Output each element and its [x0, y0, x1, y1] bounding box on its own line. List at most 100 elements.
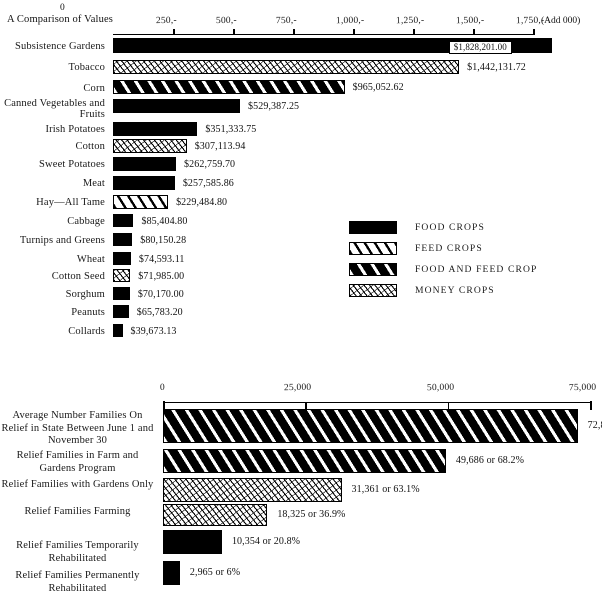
bottom-axis-tick-label: 0 [159, 382, 166, 394]
top-bar [113, 305, 129, 318]
top-axis-tick-label: 1,500,- [455, 15, 485, 27]
top-bar-value-label: $257,585.86 [182, 178, 234, 189]
top-axis-tick [353, 29, 355, 35]
top-bar-value-label: $85,404.80 [141, 215, 188, 227]
bottom-category-label: Relief Families Temporarily Rehabilitate… [16, 540, 139, 564]
top-axis-tick [413, 29, 415, 35]
top-bar [113, 139, 187, 153]
bottom-bar [163, 478, 342, 502]
top-bar-value-label: $351,333.75 [205, 124, 257, 135]
legend-swatch [349, 284, 397, 297]
top-category-label: Wheat [76, 254, 105, 265]
top-bar [113, 195, 169, 209]
bottom-category-label: Relief Families Permanently Rehabilitate… [15, 570, 140, 594]
top-category-label: Irish Potatoes [45, 124, 105, 135]
top-category-label: Cotton [75, 141, 105, 152]
top-bar-value-label: $307,113.94 [194, 141, 246, 152]
bottom-axis-tick [590, 401, 592, 410]
top-category-label: Meat [82, 178, 105, 189]
top-axis-tick [293, 29, 295, 35]
bottom-bar [163, 530, 222, 554]
top-category-label: Corn [83, 83, 105, 94]
top-axis-tick [473, 29, 475, 35]
bottom-axis-tick [305, 402, 307, 409]
top-bar-value-label: $80,150.28 [140, 234, 187, 246]
bottom-category-label: Relief Families with Gardens Only [1, 479, 154, 490]
top-bar [113, 99, 241, 113]
top-bar [113, 80, 345, 94]
top-bar [113, 269, 131, 282]
top-category-label: Turnips and Greens [19, 235, 105, 246]
top-category-label: Hay—All Tame [36, 197, 105, 208]
bottom-bar [163, 561, 180, 585]
top-category-label: Cotton Seed [51, 271, 105, 282]
bottom-bar-value-label: 72,832 [587, 420, 602, 431]
bottom-category-label: Relief Families in Farm and Gardens Prog… [16, 450, 139, 474]
legend-swatch [349, 263, 397, 276]
bottom-bar [163, 449, 446, 473]
top-axis-tick [233, 29, 235, 35]
top-bar-value-label: $1,442,131.72 [467, 62, 526, 73]
bottom-bar-value-label: 31,361 or 63.1% [351, 484, 420, 495]
top-bar [113, 252, 131, 265]
top-bar-value-label: $1,828,201.00 [448, 41, 512, 54]
top-category-label: Sweet Potatoes [39, 159, 105, 170]
top-axis-tick-label: 1,750,- [515, 15, 545, 27]
top-axis-tick-label: 500,- [215, 15, 237, 27]
top-bar [113, 60, 460, 74]
bottom-axis-line [163, 401, 592, 410]
bottom-bar-value-label: 2,965 or 6% [189, 567, 241, 578]
top-bar [113, 324, 123, 337]
top-bar [113, 287, 130, 300]
bottom-bar [163, 409, 578, 443]
top-bar-value-label: $74,593.11 [138, 253, 185, 265]
top-bar-value-label: $965,052.62 [352, 82, 404, 93]
top-axis-tick [173, 29, 175, 35]
bottom-bar [163, 504, 268, 526]
top-category-label: Subsistence Gardens [14, 41, 105, 52]
bottom-bar-value-label: 10,354 or 20.8% [231, 536, 301, 547]
legend-label: FOOD CROPS [415, 222, 485, 233]
top-category-label: Tobacco [68, 62, 105, 73]
top-axis-unit-note: (Add 000) [541, 16, 581, 26]
top-bar-value-label: $529,387.25 [248, 101, 300, 112]
top-bar [113, 233, 133, 246]
top-axis-tick-label: 1,250,- [395, 15, 425, 27]
top-chart-title: A Comparison of Values [6, 14, 114, 25]
legend-label: FEED CROPS [415, 243, 483, 254]
top-category-label: Peanuts [71, 307, 105, 318]
bottom-bar-value-label: 49,686 or 68.2% [455, 455, 525, 466]
bottom-category-label: Relief Families Farming [24, 506, 131, 517]
top-category-label: Collards [68, 326, 105, 337]
top-category-label: Sorghum [65, 289, 105, 300]
top-axis-tick-label: 1,000,- [335, 15, 365, 27]
top-axis-tick-label: 250,- [155, 15, 177, 27]
top-bar-value-label: $39,673.13 [130, 325, 177, 337]
top-axis-tick-label: 750,- [275, 15, 297, 27]
bottom-axis-tick [163, 401, 165, 410]
top-bar-value-label: $229,484.80 [176, 197, 228, 208]
top-category-label: Canned Vegetables and Fruits [4, 98, 105, 120]
bottom-bar-value-label: 18,325 or 36.9% [277, 509, 346, 520]
top-axis-zero-label: 0 [60, 3, 65, 13]
bottom-axis-tick-label: 50,000 [426, 382, 455, 394]
legend-label: MONEY CROPS [415, 285, 495, 296]
top-bar [113, 38, 552, 53]
top-bar-value-label: $71,985.00 [138, 270, 185, 282]
top-category-label: Cabbage [67, 216, 105, 227]
top-bar [113, 157, 177, 171]
legend-label: FOOD AND FEED CROP [415, 264, 538, 275]
top-bar [113, 176, 175, 190]
bottom-category-label: Average Number Families On Relief in Sta… [1, 410, 154, 446]
top-bar-value-label: $262,759.70 [184, 159, 236, 170]
top-axis-tick [533, 29, 535, 35]
top-bar [113, 214, 134, 227]
bottom-axis-tick [447, 402, 450, 409]
top-bar [113, 122, 198, 136]
legend-swatch [349, 221, 397, 234]
legend-swatch [349, 242, 397, 255]
top-axis-line [113, 29, 535, 35]
bottom-axis-tick-label: 75,000 [568, 382, 597, 394]
top-bar-value-label: $70,170.00 [137, 288, 184, 300]
bottom-axis-tick-label: 25,000 [284, 382, 312, 394]
